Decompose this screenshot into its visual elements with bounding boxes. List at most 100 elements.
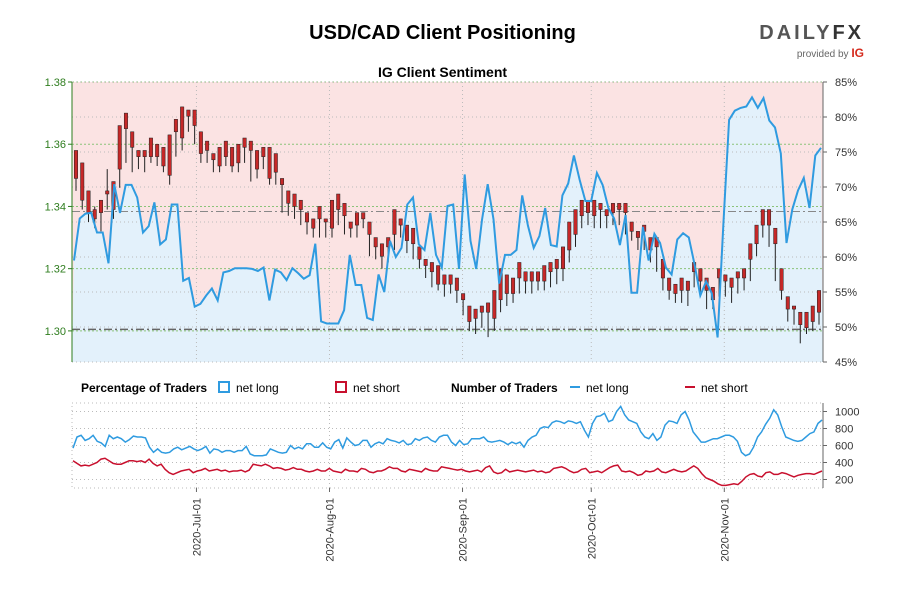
candle-body — [754, 224, 759, 245]
candle — [186, 109, 191, 132]
candle-body — [429, 262, 434, 273]
candle — [742, 268, 747, 291]
candle-body — [211, 153, 216, 161]
candle — [723, 274, 728, 297]
candle — [280, 178, 285, 213]
candle — [773, 227, 778, 282]
candle — [592, 199, 597, 229]
dailyfx-logo: DAILYFX provided by IG — [759, 22, 864, 60]
candle — [298, 199, 303, 226]
candle — [336, 193, 341, 226]
date-tick-label-4: 2020-Nov-01 — [719, 498, 731, 562]
candle-body — [198, 131, 203, 154]
date-tick-label-1: 2020-Aug-01 — [324, 498, 336, 562]
traders-frame — [71, 402, 824, 489]
candle-body — [635, 231, 640, 238]
candle-body — [523, 271, 528, 282]
candle — [161, 147, 166, 173]
candle-body — [685, 280, 690, 291]
candle-body — [348, 221, 353, 229]
candle — [617, 203, 622, 226]
candle-body — [373, 237, 378, 248]
candle — [629, 221, 634, 241]
candle-body — [317, 206, 322, 220]
candle — [211, 153, 216, 173]
traders-tick-label-4: 1000 — [835, 407, 859, 419]
candle-body — [255, 150, 260, 170]
candle — [411, 227, 416, 260]
candle — [242, 137, 247, 163]
price-tick-label-3: 1.36 — [45, 139, 66, 151]
candle — [404, 224, 409, 254]
candle — [74, 150, 78, 191]
candle — [180, 106, 185, 151]
net-long-area — [72, 97, 823, 363]
candle — [286, 190, 291, 216]
candle — [810, 305, 815, 331]
brand-fx: FX — [832, 22, 864, 44]
price-tick-label-1: 1.32 — [45, 264, 66, 276]
candle-body — [673, 283, 678, 294]
candle-body — [336, 193, 341, 210]
candle — [292, 193, 297, 219]
candle — [567, 221, 572, 263]
candle — [223, 140, 228, 166]
candle — [598, 203, 603, 229]
candle — [486, 302, 491, 338]
candle — [305, 212, 309, 235]
legend-pct-short: net short — [353, 381, 400, 395]
candle — [130, 131, 135, 173]
candle-body — [123, 112, 128, 129]
candle-body — [517, 262, 522, 279]
candle-body — [217, 147, 222, 167]
pct-tick-label-6: 75% — [835, 147, 857, 159]
candle-body — [492, 290, 497, 319]
traders-tick-label-2: 600 — [835, 441, 853, 453]
pct-axis: 45% 50% 55% 60% 65% 70% 75% 80% 85% — [822, 77, 857, 369]
candle — [523, 271, 528, 294]
candle — [373, 237, 378, 260]
candle — [610, 203, 615, 226]
candle-body — [667, 277, 672, 291]
candle — [660, 259, 665, 291]
candle — [635, 231, 640, 250]
candle — [442, 274, 447, 297]
candle-body — [735, 271, 740, 279]
candle — [236, 143, 241, 173]
pct-tick-label-0: 45% — [835, 357, 857, 369]
candle-body — [529, 271, 534, 282]
candle-body — [223, 140, 228, 157]
candle — [785, 296, 790, 322]
candle-body — [180, 106, 185, 139]
candle — [673, 283, 678, 303]
candle — [311, 218, 316, 238]
candle — [798, 311, 803, 344]
candle — [261, 147, 266, 170]
candle — [348, 221, 353, 238]
candle-body — [729, 277, 734, 288]
candle-body — [267, 147, 272, 179]
candle-body — [117, 125, 122, 170]
chart-subtitle: IG Client Sentiment — [377, 64, 508, 80]
candle-body — [423, 259, 428, 266]
candle-body — [567, 221, 572, 251]
candle-body — [742, 268, 747, 279]
candle-body — [392, 209, 397, 235]
candle — [379, 243, 384, 269]
candle-body — [773, 227, 778, 245]
traders-tick-label-1: 400 — [835, 458, 853, 470]
candle-body — [792, 305, 796, 310]
candle — [80, 162, 85, 210]
candle — [779, 268, 784, 300]
candle — [579, 199, 584, 229]
candle — [192, 109, 197, 145]
candle — [473, 308, 478, 334]
candle — [817, 290, 821, 325]
candle — [392, 209, 397, 250]
candle-body — [242, 137, 247, 148]
candle — [548, 262, 553, 288]
candle-body — [186, 109, 191, 117]
candle — [461, 293, 466, 316]
traders-tick-label-3: 800 — [835, 424, 853, 436]
